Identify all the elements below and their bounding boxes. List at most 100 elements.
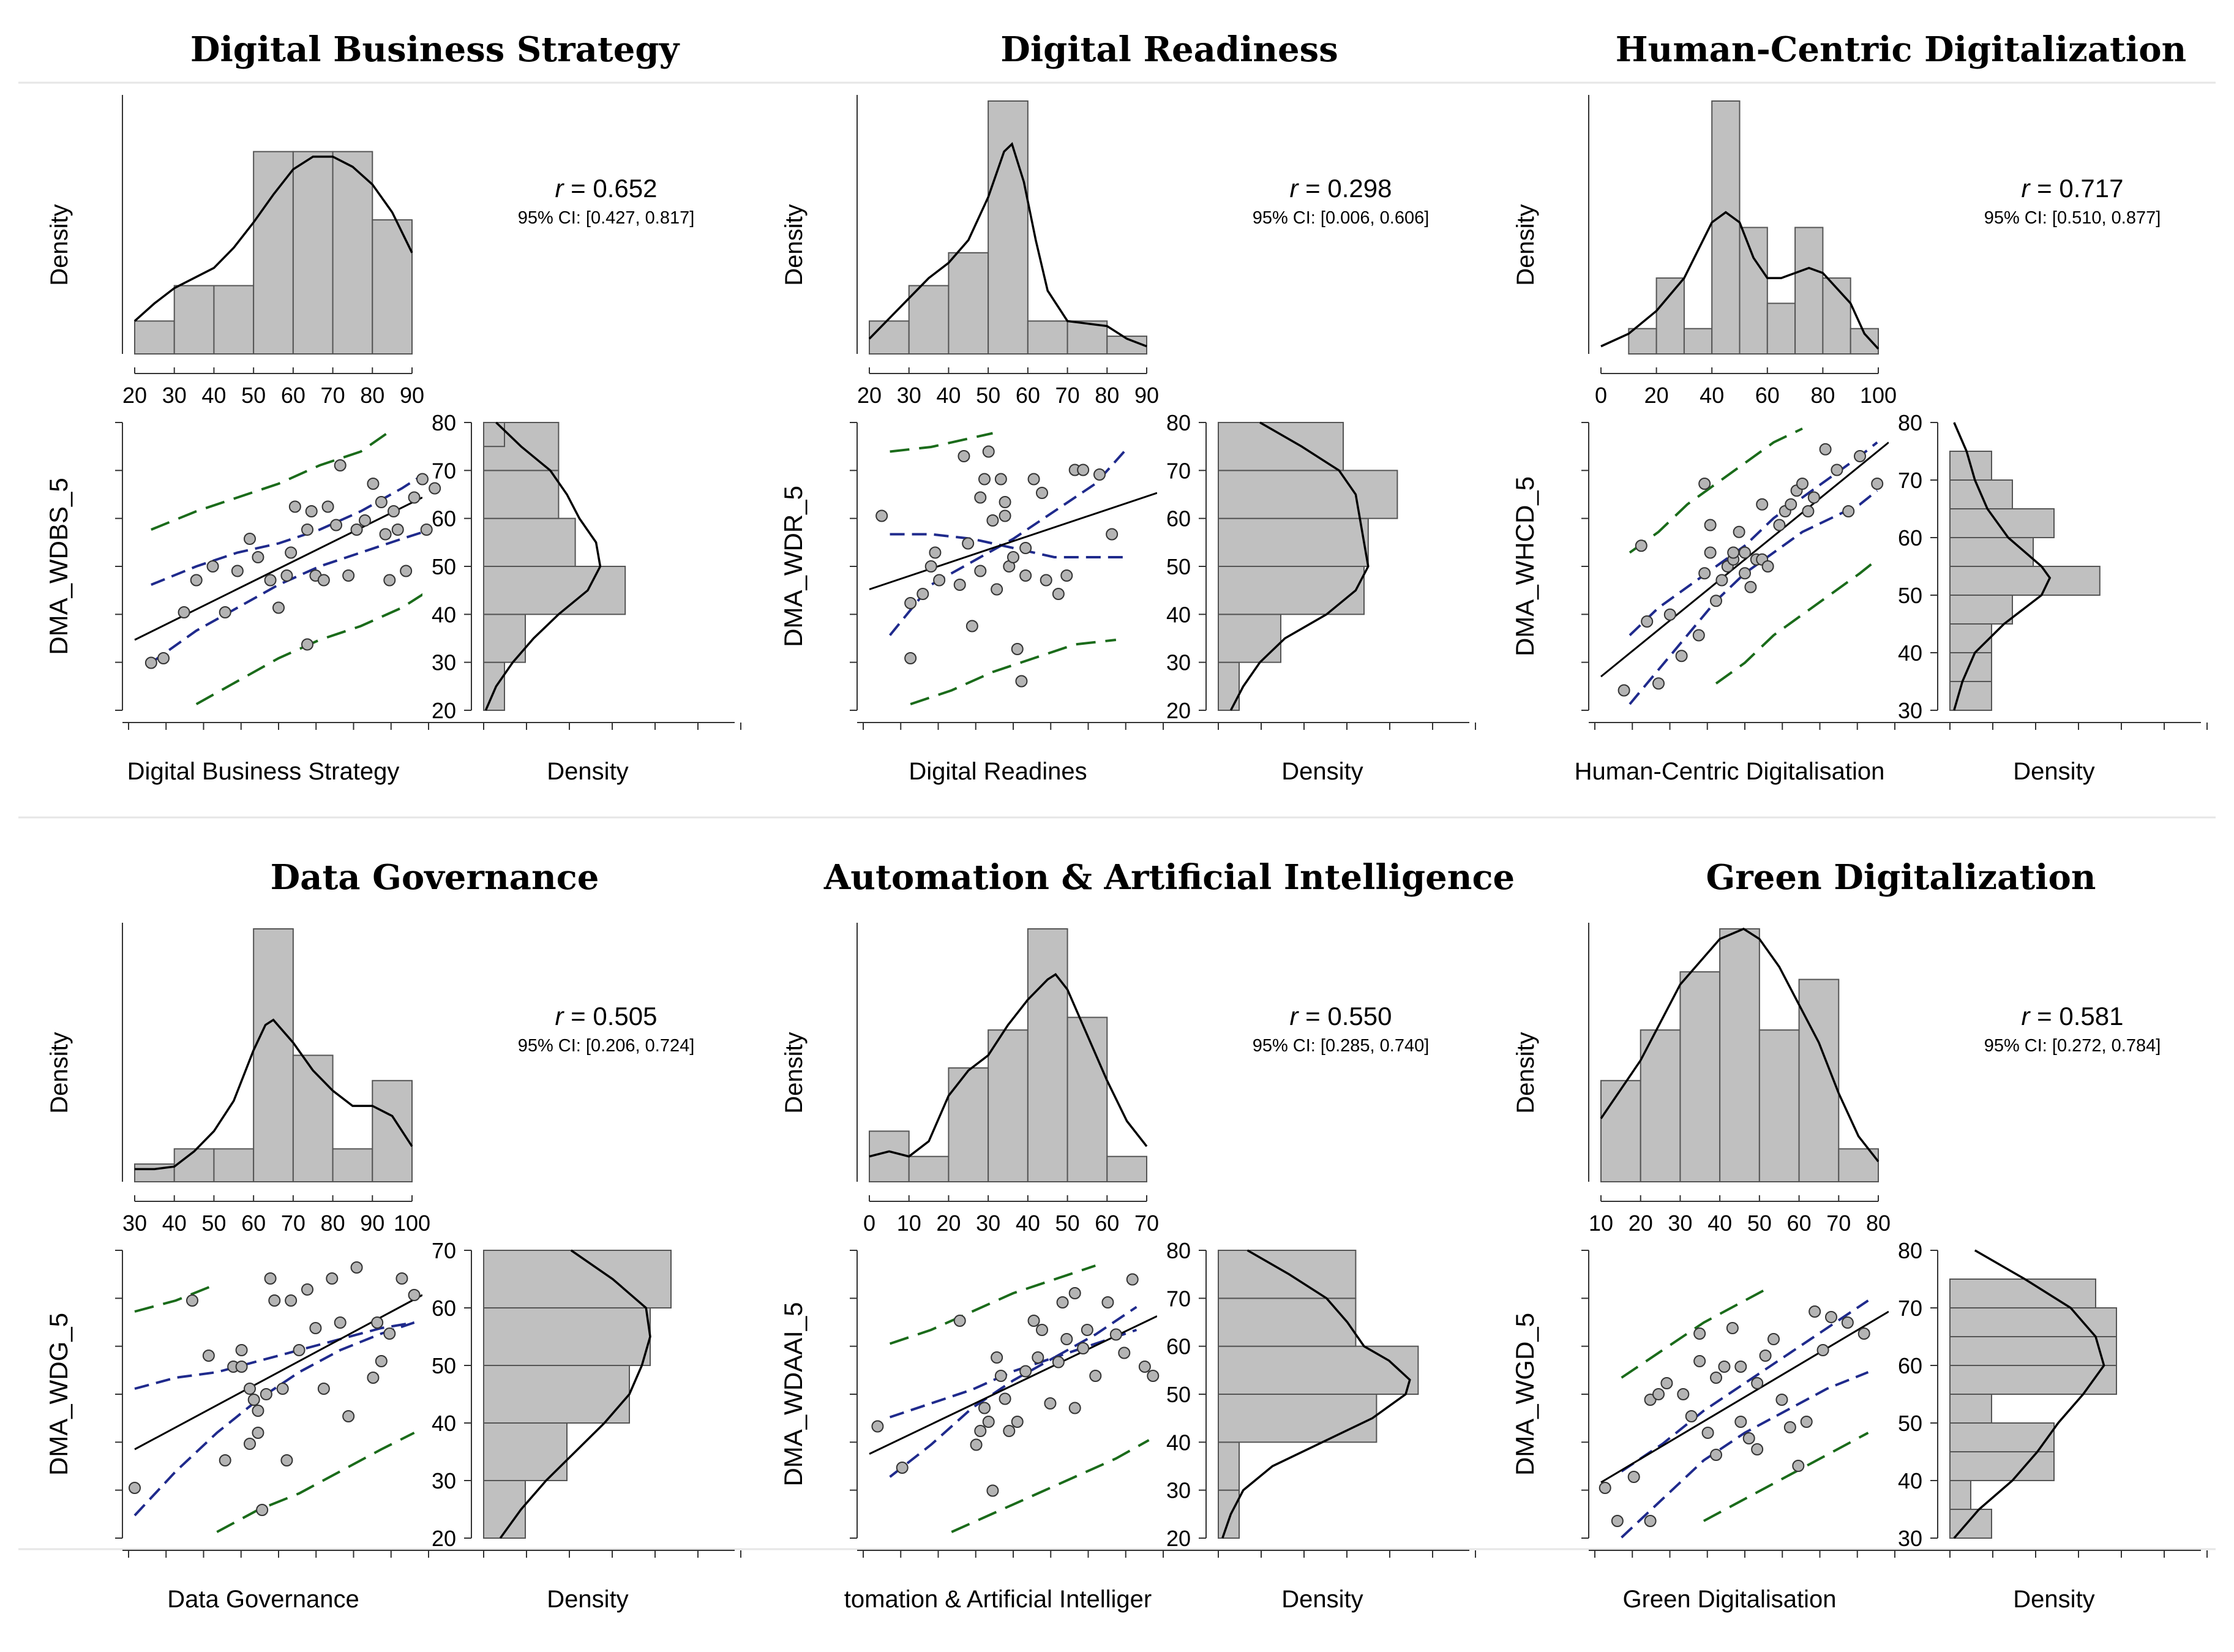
- top-hist-x-tick-label: 30: [122, 1211, 147, 1236]
- correlation-r-value: = 0.505: [564, 1002, 658, 1031]
- scatter-lines: [869, 432, 1157, 705]
- right-hist-bar: [1949, 1394, 1992, 1424]
- right-hist-bar: [1218, 1297, 1357, 1347]
- data-point: [1704, 546, 1717, 559]
- data-point: [1019, 1365, 1032, 1378]
- data-point: [1611, 1515, 1624, 1527]
- data-point: [371, 1316, 384, 1329]
- top-hist-x-tick-label: 50: [1747, 1211, 1772, 1236]
- right-hist-y-tick-label: 40: [1166, 602, 1191, 627]
- data-point: [1019, 569, 1032, 582]
- data-point: [1068, 1287, 1081, 1299]
- data-point: [958, 450, 970, 462]
- top-hist-x-tick-label: 90: [400, 383, 424, 408]
- right-hist-y-tick-label: 80: [1898, 410, 1922, 435]
- scatter-x-label: Digital Readines: [909, 758, 1087, 785]
- top-hist-x-tick-label: 90: [360, 1211, 384, 1236]
- top-hist-x-tick-label: 80: [1866, 1211, 1891, 1236]
- data-point: [1060, 1333, 1073, 1345]
- top-hist-bar: [332, 151, 373, 355]
- data-point: [1052, 588, 1065, 600]
- top-hist-x-tick-label: 40: [1707, 1211, 1732, 1236]
- data-point: [1715, 574, 1728, 587]
- right-hist-bar: [483, 661, 505, 711]
- right-hist-y-tick-label: 60: [432, 1296, 456, 1321]
- data-point: [1660, 1377, 1673, 1389]
- data-point: [1819, 443, 1832, 456]
- data-point: [1677, 1388, 1690, 1400]
- prediction-interval-upper: [889, 1264, 1096, 1345]
- right-hist-bar: [1949, 1307, 2117, 1337]
- right-hist-bar: [1218, 1394, 1378, 1443]
- confidence-band-upper: [1629, 441, 1878, 636]
- data-point: [924, 560, 937, 573]
- top-hist-x-tick-label: 80: [321, 1211, 345, 1236]
- correlation-r-symbol: r: [1290, 1002, 1300, 1031]
- data-point: [1751, 1443, 1764, 1455]
- confidence-interval: 95% CI: [0.206, 0.724]: [518, 1036, 695, 1056]
- correlation-r-symbol: r: [2022, 174, 2031, 203]
- data-point: [1652, 677, 1665, 690]
- right-hist-y-tick-label: 40: [1898, 640, 1922, 666]
- right-hist-bar: [1949, 508, 2055, 538]
- top-hist-x-tick-label: 80: [1810, 383, 1835, 408]
- top-hist-bar: [908, 285, 950, 355]
- right-hist-bar: [483, 566, 626, 615]
- data-point: [1775, 1394, 1788, 1406]
- data-point: [400, 565, 413, 577]
- data-point: [1077, 1342, 1090, 1354]
- right-hist-y-tick-label: 20: [1166, 1526, 1191, 1551]
- data-point: [408, 1289, 421, 1301]
- right-hist-y-tick-label: 60: [1166, 1334, 1191, 1359]
- scatter-x-label: tomation & Artificial Intelliger: [844, 1586, 1152, 1613]
- top-hist-bar: [948, 1067, 989, 1182]
- data-point: [904, 597, 917, 609]
- data-point: [383, 574, 396, 587]
- data-point: [875, 509, 888, 522]
- right-density-curve: [499, 1249, 651, 1539]
- data-point: [1857, 1327, 1870, 1340]
- top-hist-x-tick-label: 40: [936, 383, 961, 408]
- data-point: [244, 1438, 256, 1450]
- right-hist-y-tick-label: 50: [1898, 583, 1922, 608]
- scatter-y-label: DMA_WDAAI_5: [779, 1302, 808, 1486]
- top-hist-x-tick-label: 70: [1134, 1211, 1159, 1236]
- prediction-interval-lower: [216, 1432, 415, 1533]
- data-point: [178, 606, 190, 618]
- data-point: [1675, 650, 1688, 663]
- top-hist-x-tick-label: 60: [1016, 383, 1040, 408]
- top-hist-x-tick-label: 10: [897, 1211, 921, 1236]
- right-density-curve: [1953, 1249, 2105, 1539]
- top-hist-x-tick-label: 70: [281, 1211, 305, 1236]
- data-point: [1147, 1370, 1160, 1382]
- data-point: [916, 588, 929, 600]
- confidence-band-upper: [1621, 1299, 1869, 1473]
- right-hist-bar: [1949, 681, 1992, 711]
- right-hist-y-tick-label: 50: [432, 554, 456, 579]
- data-point: [1641, 615, 1654, 628]
- data-point: [1756, 498, 1769, 511]
- top-hist-bar: [1600, 1079, 1641, 1182]
- top-hist-x-tick-label: 20: [1629, 1211, 1653, 1236]
- top-hist-x-tick-label: 20: [936, 1211, 961, 1236]
- right-hist-bar: [1218, 422, 1344, 471]
- data-point: [388, 505, 400, 517]
- right-hist-y-tick-label: 60: [1898, 1353, 1922, 1378]
- data-point: [933, 574, 946, 587]
- right-hist-bar: [1949, 537, 2034, 567]
- data-point: [301, 1283, 313, 1296]
- chart-title: Automation & Artificial Intelligence: [823, 857, 1515, 898]
- top-hist-bar: [1850, 328, 1880, 355]
- top-hist-x-tick-label: 80: [360, 383, 384, 408]
- right-hist-y-tick-label: 20: [1166, 698, 1191, 723]
- data-point: [1759, 1350, 1772, 1362]
- data-point: [256, 1504, 269, 1516]
- data-point: [1118, 1346, 1131, 1359]
- data-point: [280, 1454, 293, 1466]
- data-point: [1060, 569, 1073, 582]
- right-hist-y-tick-label: 50: [1166, 1382, 1191, 1407]
- top-hist-y-label: Density: [1512, 204, 1539, 285]
- confidence-interval: 95% CI: [0.427, 0.817]: [518, 208, 695, 228]
- data-point: [1652, 1388, 1665, 1400]
